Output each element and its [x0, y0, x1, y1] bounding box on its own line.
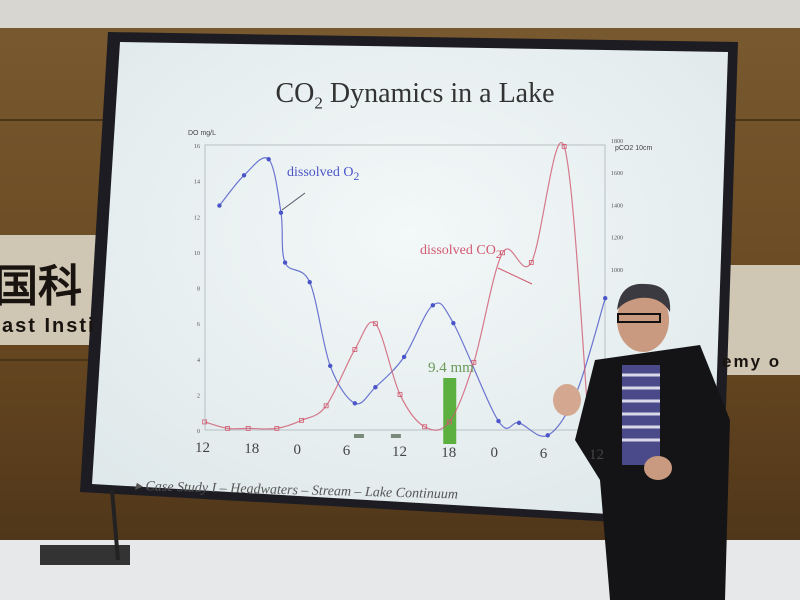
right-tick-label: 1200	[611, 236, 623, 242]
x-tick-label: 0	[293, 441, 302, 458]
presenter-head	[617, 288, 669, 352]
x-tick-label: 18	[244, 440, 260, 457]
right-tick-label: 1600	[611, 171, 623, 177]
data-point	[225, 425, 231, 431]
data-point	[500, 250, 506, 256]
data-point	[328, 363, 333, 369]
data-point	[266, 157, 271, 162]
data-point	[245, 425, 251, 431]
data-point	[496, 418, 501, 424]
data-point	[451, 320, 456, 326]
left-tick-label: 0	[197, 429, 200, 435]
left-tick-label: 4	[197, 358, 200, 364]
ceiling	[0, 0, 800, 28]
sign-band-left	[0, 235, 100, 345]
label-dissolved-o2: dissolved O2	[287, 165, 360, 183]
right-axis-label: pCO2 10cm	[615, 145, 653, 152]
x-tick-label: 6	[539, 446, 548, 463]
signage-text-left: ast Insti	[2, 315, 96, 337]
rain-bar	[443, 378, 457, 444]
o2-pointer	[281, 192, 306, 211]
data-point	[373, 385, 378, 390]
left-tick-label: 12	[194, 215, 200, 221]
data-point	[241, 173, 247, 178]
x-tick-label: 12	[392, 443, 407, 460]
presenter	[553, 283, 730, 600]
rain-label: 9.4 mm	[428, 360, 474, 376]
data-point	[278, 210, 284, 215]
left-tick-label: 14	[194, 180, 200, 186]
data-point	[352, 401, 358, 406]
microphone-base	[40, 545, 130, 565]
series-line	[204, 142, 590, 431]
data-point	[430, 303, 436, 308]
data-point	[352, 347, 358, 352]
x-tick-label: 12	[589, 447, 604, 464]
data-point	[307, 279, 312, 285]
data-point	[545, 433, 550, 438]
data-point	[446, 419, 452, 425]
left-axis-label: DO mg/L	[188, 130, 217, 137]
left-tick-label: 8	[197, 287, 200, 293]
data-point	[516, 420, 522, 426]
right-tick-label: 1000	[611, 268, 623, 274]
left-tick-label: 2	[197, 393, 200, 399]
data-point	[274, 425, 280, 431]
data-point	[217, 203, 222, 208]
rain-bar	[390, 434, 401, 438]
chart: 0 2 4 6 8 10 12 14 16 1000 1200 1400 1600 1800	[194, 139, 623, 444]
signage-text-right: emy o	[722, 352, 782, 371]
data-point	[202, 419, 208, 425]
microphone	[110, 489, 120, 561]
rain-bar	[353, 434, 364, 438]
right-tick-label: 1400	[611, 203, 623, 209]
x-tick-label: 6	[342, 442, 351, 459]
data-point	[323, 403, 329, 409]
signage-chars: 国科	[0, 262, 82, 311]
data-point	[401, 354, 407, 360]
data-point	[561, 144, 567, 149]
presenter-hand	[553, 384, 581, 416]
data-point	[282, 260, 288, 265]
co2-pointer	[497, 267, 533, 285]
data-point	[528, 260, 534, 265]
x-tick-label: 12	[195, 440, 210, 456]
label-dissolved-co2: dissolved CO2	[420, 243, 502, 261]
data-point	[471, 359, 477, 365]
left-tick-label: 16	[194, 144, 200, 150]
data-point	[422, 424, 428, 430]
x-tick-label: 0	[490, 445, 499, 462]
data-point	[299, 417, 304, 423]
slide-title: CO2 Dynamics in a Lake	[275, 78, 555, 113]
plot-frame	[204, 144, 606, 431]
left-tick-label: 6	[197, 322, 200, 328]
right-tick-label: 1800	[611, 139, 623, 145]
data-point	[372, 321, 378, 327]
left-tick-label: 10	[194, 251, 200, 257]
data-point	[397, 392, 403, 397]
data-point	[603, 295, 608, 301]
x-tick-label: 18	[441, 444, 457, 461]
